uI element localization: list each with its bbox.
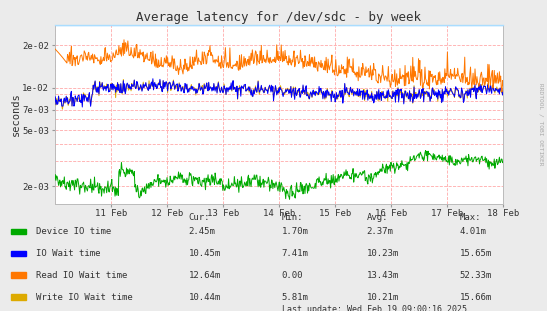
Text: Avg:: Avg:: [366, 213, 388, 222]
Text: 5.81m: 5.81m: [282, 293, 309, 301]
Text: 10.23m: 10.23m: [366, 249, 399, 258]
Text: Min:: Min:: [282, 213, 303, 222]
Text: 13.43m: 13.43m: [366, 271, 399, 280]
Text: Max:: Max:: [459, 213, 481, 222]
Text: 10.21m: 10.21m: [366, 293, 399, 301]
Text: RRDTOOL / TOBI OETIKER: RRDTOOL / TOBI OETIKER: [538, 83, 543, 166]
Text: 0.00: 0.00: [282, 271, 303, 280]
Text: 1.70m: 1.70m: [282, 227, 309, 236]
Text: Cur:: Cur:: [189, 213, 210, 222]
Text: Read IO Wait time: Read IO Wait time: [36, 271, 127, 280]
Text: 15.65m: 15.65m: [459, 249, 492, 258]
Text: 7.41m: 7.41m: [282, 249, 309, 258]
Text: 15.66m: 15.66m: [459, 293, 492, 301]
Text: 2.45m: 2.45m: [189, 227, 216, 236]
Text: Device IO time: Device IO time: [36, 227, 111, 236]
Text: 10.45m: 10.45m: [189, 249, 221, 258]
Text: 2.37m: 2.37m: [366, 227, 393, 236]
Title: Average latency for /dev/sdc - by week: Average latency for /dev/sdc - by week: [136, 11, 422, 24]
Text: Write IO Wait time: Write IO Wait time: [36, 293, 132, 301]
Text: 52.33m: 52.33m: [459, 271, 492, 280]
Text: 10.44m: 10.44m: [189, 293, 221, 301]
Text: Last update: Wed Feb 19 09:00:16 2025: Last update: Wed Feb 19 09:00:16 2025: [282, 305, 467, 311]
Text: IO Wait time: IO Wait time: [36, 249, 100, 258]
Y-axis label: seconds: seconds: [11, 92, 21, 136]
Text: 4.01m: 4.01m: [459, 227, 486, 236]
Text: 12.64m: 12.64m: [189, 271, 221, 280]
